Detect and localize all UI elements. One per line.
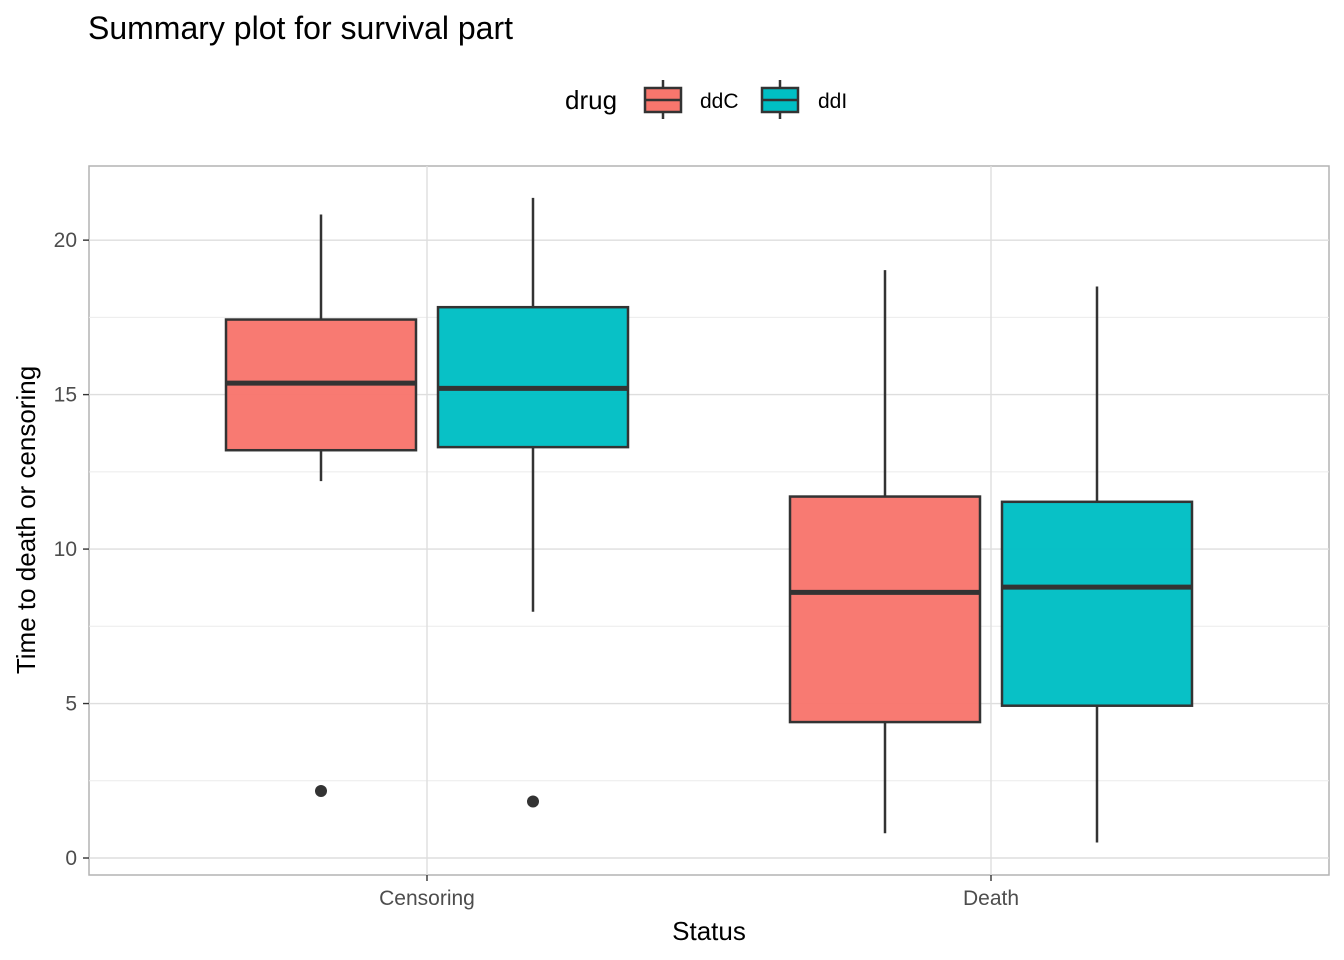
y-axis-title: Time to death or censoring	[11, 366, 41, 674]
outlier-point	[315, 784, 327, 797]
y-tick-label: 15	[54, 384, 77, 407]
y-axis: 0 5 10 15 20	[54, 229, 89, 870]
legend-label: ddI	[818, 90, 847, 113]
legend-key-ddI: ddI	[760, 80, 847, 119]
box-body	[788, 495, 982, 724]
x-tick-label: Censoring	[379, 887, 475, 910]
legend-title: drug	[565, 85, 617, 115]
box-body	[1000, 500, 1194, 707]
y-tick-label: 5	[65, 693, 77, 716]
box-ddC-Death	[788, 270, 982, 834]
box-ddC-Censoring	[224, 214, 418, 797]
box-body	[436, 305, 630, 449]
box-ddI-Death	[1000, 286, 1194, 843]
chart-title: Summary plot for survival part	[88, 10, 513, 46]
outlier-point	[527, 795, 539, 808]
x-axis-title: Status	[672, 916, 746, 946]
box-ddI-Censoring	[436, 197, 630, 808]
boxes	[224, 197, 1194, 843]
y-tick-label: 10	[54, 538, 77, 561]
x-axis: Censoring Death	[379, 875, 1019, 910]
y-tick-label: 0	[65, 847, 77, 870]
legend: drug ddC ddI	[565, 80, 847, 119]
legend-key-ddC: ddC	[643, 80, 739, 119]
x-tick-label: Death	[963, 887, 1019, 910]
legend-label: ddC	[700, 90, 739, 113]
y-tick-label: 20	[54, 229, 77, 252]
